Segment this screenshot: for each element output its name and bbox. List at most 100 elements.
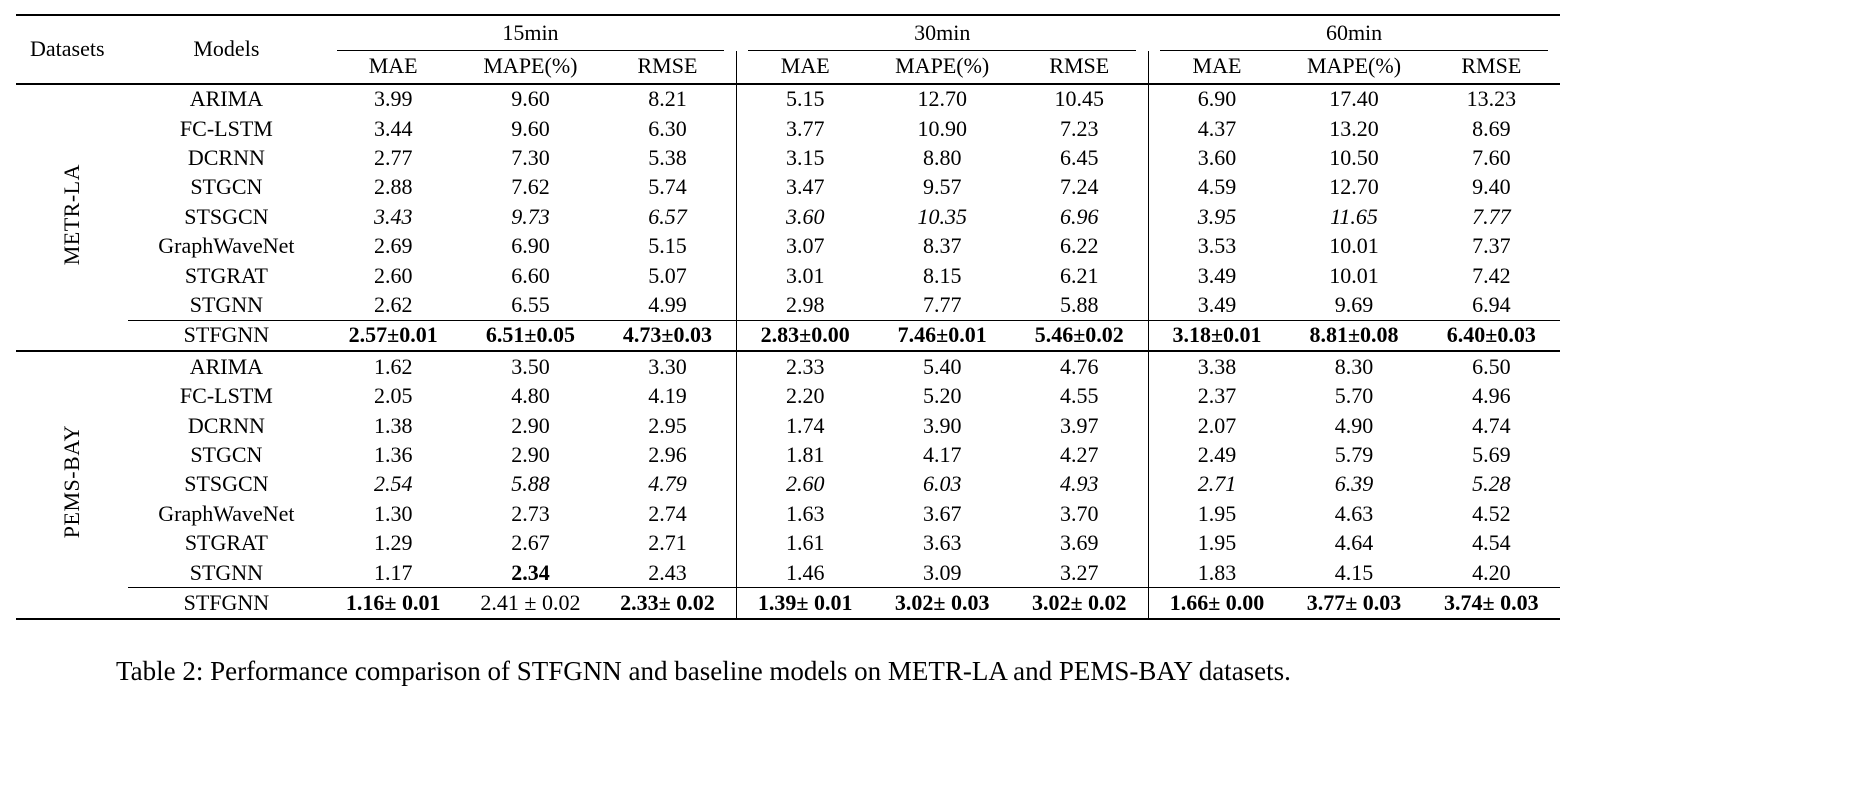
metric-value: 12.70 bbox=[1329, 174, 1379, 200]
metric-header: MAPE(%) bbox=[461, 51, 600, 85]
metric-value: 10.45 bbox=[1054, 86, 1104, 112]
metric-value: 5.20 bbox=[922, 383, 962, 409]
metric-value: 5.15 bbox=[648, 233, 687, 259]
metric-value: 2.62 bbox=[373, 292, 413, 318]
metric-value: 3.49 bbox=[1147, 261, 1286, 291]
metric-value: 13.23 bbox=[1466, 86, 1517, 112]
metric-value: 3.07 bbox=[735, 231, 874, 262]
metric-value: 4.27 bbox=[1059, 441, 1099, 467]
metric-value: 2.95 bbox=[648, 412, 687, 438]
metric-value: 10.50 bbox=[1329, 145, 1379, 171]
metric-value: 6.40±0.03 bbox=[1422, 319, 1560, 353]
metric-value: 11.65 bbox=[1330, 203, 1378, 229]
metric-value: 4.80 bbox=[511, 383, 550, 409]
time-horizon-label: 15min bbox=[336, 16, 725, 52]
metric-value: 17.40 bbox=[1329, 86, 1379, 112]
dataset-label: PEMS-BAY bbox=[58, 425, 84, 539]
table-row: STGCN 1.36 2.90 2.96 1.81 4.17 4.27 2.49 5.79 5.6… bbox=[16, 440, 1560, 470]
metric-value: 7.62 bbox=[511, 174, 550, 200]
metric-value: 1.29 bbox=[373, 530, 413, 556]
metric-value: 4.90 bbox=[1334, 412, 1374, 438]
metric-value: 3.30 bbox=[648, 353, 687, 379]
metric-value: 4.93 bbox=[1059, 471, 1099, 497]
metric-value: 2.90 bbox=[511, 412, 550, 438]
metric-value: 3.18±0.01 bbox=[1147, 319, 1286, 353]
metric-value: 9.69 bbox=[1334, 292, 1374, 318]
table-row: STGCN 2.88 7.62 5.74 3.47 9.57 7.24 4.59 12.70 9.… bbox=[16, 172, 1560, 203]
metric-value: 5.15 bbox=[735, 83, 874, 115]
metric-value: 6.30 bbox=[648, 115, 687, 141]
metric-value: 7.77 bbox=[1472, 203, 1511, 229]
metric-value: 3.27 bbox=[1059, 559, 1099, 585]
dataset-label-cell: METR-LA bbox=[16, 83, 129, 353]
metric-value: 6.51±0.05 bbox=[461, 319, 600, 353]
metric-value: 8.80 bbox=[922, 145, 962, 171]
model-name: STGRAT bbox=[184, 530, 268, 556]
metric-value: 2.41 ± 0.02 bbox=[461, 587, 600, 620]
metric-value: 9.40 bbox=[1472, 174, 1511, 200]
metric-value: 2.20 bbox=[735, 381, 874, 412]
table-row: PEMS-BAY ARIMA 1.62 3.50 3.30 2.33 5.40 4.76 3.3… bbox=[16, 351, 1560, 620]
metric-value: 10.01 bbox=[1329, 262, 1379, 288]
model-name: STSGCN bbox=[184, 471, 269, 497]
metric-value: 9.60 bbox=[511, 86, 550, 112]
metric-value: 9.57 bbox=[922, 174, 962, 200]
metric-value: 12.70 bbox=[917, 86, 967, 112]
metric-value: 2.57±0.01 bbox=[324, 319, 462, 353]
metric-value: 6.03 bbox=[922, 471, 962, 497]
metric-value: 1.81 bbox=[735, 440, 874, 470]
table-row: STSGCN 3.43 9.73 6.57 3.60 10.35 6.96 3.95 11.65… bbox=[16, 202, 1560, 232]
metric-value: 5.79 bbox=[1334, 441, 1374, 467]
metric-value: 7.23 bbox=[1059, 115, 1099, 141]
metric-value: 2.77 bbox=[373, 145, 413, 171]
metric-value: 2.60 bbox=[735, 469, 874, 500]
metric-value: 6.55 bbox=[511, 292, 550, 318]
metric-value: 10.90 bbox=[917, 115, 967, 141]
model-name: ARIMA bbox=[189, 86, 264, 112]
model-name: GraphWaveNet bbox=[158, 500, 295, 526]
metric-value: 8.69 bbox=[1472, 115, 1511, 141]
metric-value: 2.74 bbox=[648, 500, 687, 526]
metric-value: 7.24 bbox=[1059, 174, 1099, 200]
metric-value: 1.95 bbox=[1147, 499, 1286, 529]
paper-page: Datasets Models 15min 30min 60min MAE MAPE(… bbox=[16, 14, 1560, 686]
metric-value: 7.42 bbox=[1472, 262, 1511, 288]
metric-value: 3.97 bbox=[1059, 412, 1099, 438]
table-row: STGNN 2.62 6.55 4.99 2.98 7.77 5.88 3.49 9.69 6.9… bbox=[16, 290, 1560, 321]
dataset-label-cell: PEMS-BAY bbox=[16, 351, 129, 620]
metric-value: 3.02± 0.02 bbox=[1010, 587, 1149, 620]
metric-value: 3.77 bbox=[735, 114, 874, 144]
time-horizon-header: 30min bbox=[736, 15, 1148, 52]
metric-value: 2.98 bbox=[735, 290, 874, 321]
metric-value: 4.64 bbox=[1334, 530, 1374, 556]
model-name: DCRNN bbox=[187, 145, 265, 171]
metric-value: 5.69 bbox=[1472, 441, 1511, 467]
metric-header: RMSE bbox=[1010, 51, 1149, 85]
metric-value: 6.90 bbox=[511, 233, 550, 259]
metric-value: 2.33± 0.02 bbox=[599, 587, 737, 620]
metric-value: 6.57 bbox=[648, 203, 687, 229]
metric-header: MAE bbox=[735, 51, 874, 85]
table-caption: Table 2: Performance comparison of STFGN… bbox=[116, 655, 1291, 686]
metric-value: 3.63 bbox=[922, 530, 962, 556]
metric-value: 9.60 bbox=[511, 115, 550, 141]
metric-value: 2.69 bbox=[373, 233, 413, 259]
metric-value: 4.99 bbox=[648, 292, 687, 318]
metric-value: 3.69 bbox=[1059, 530, 1099, 556]
model-name: STGNN bbox=[189, 292, 264, 318]
metric-value: 4.17 bbox=[922, 441, 962, 467]
metric-header: RMSE bbox=[599, 51, 737, 85]
time-horizon-header: 15min bbox=[325, 15, 737, 52]
metric-value: 6.45 bbox=[1059, 145, 1099, 171]
metric-value: 6.96 bbox=[1059, 203, 1099, 229]
metric-value: 6.21 bbox=[1059, 262, 1099, 288]
metric-header: MAPE(%) bbox=[1285, 51, 1423, 85]
metric-value: 6.60 bbox=[511, 262, 550, 288]
metric-value: 4.96 bbox=[1472, 383, 1511, 409]
metric-value: 4.74 bbox=[1472, 412, 1511, 438]
table-row: STFGNN 2.57±0.01 6.51±0.05 4.73±0.03 2.83±0.… bbox=[16, 319, 1560, 353]
metric-value: 2.71 bbox=[648, 530, 687, 556]
metric-value: 5.88 bbox=[1059, 292, 1099, 318]
time-horizon-header: 60min bbox=[1148, 15, 1560, 52]
table-row: FC-LSTM 2.05 4.80 4.19 2.20 5.20 4.55 2.37 5.70 4… bbox=[16, 381, 1560, 412]
